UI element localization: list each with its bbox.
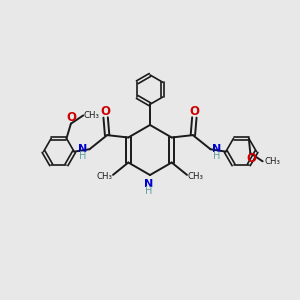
- Text: O: O: [101, 105, 111, 118]
- Text: H: H: [79, 151, 87, 161]
- Text: O: O: [189, 105, 199, 118]
- Text: N: N: [78, 144, 88, 154]
- Text: CH₃: CH₃: [83, 111, 100, 120]
- Text: CH₃: CH₃: [187, 172, 203, 181]
- Text: H: H: [213, 151, 221, 161]
- Text: CH₃: CH₃: [97, 172, 113, 181]
- Text: H: H: [146, 186, 153, 196]
- Text: CH₃: CH₃: [264, 157, 280, 166]
- Text: O: O: [67, 111, 77, 124]
- Text: O: O: [246, 152, 256, 166]
- Text: N: N: [145, 179, 154, 190]
- Text: N: N: [212, 144, 222, 154]
